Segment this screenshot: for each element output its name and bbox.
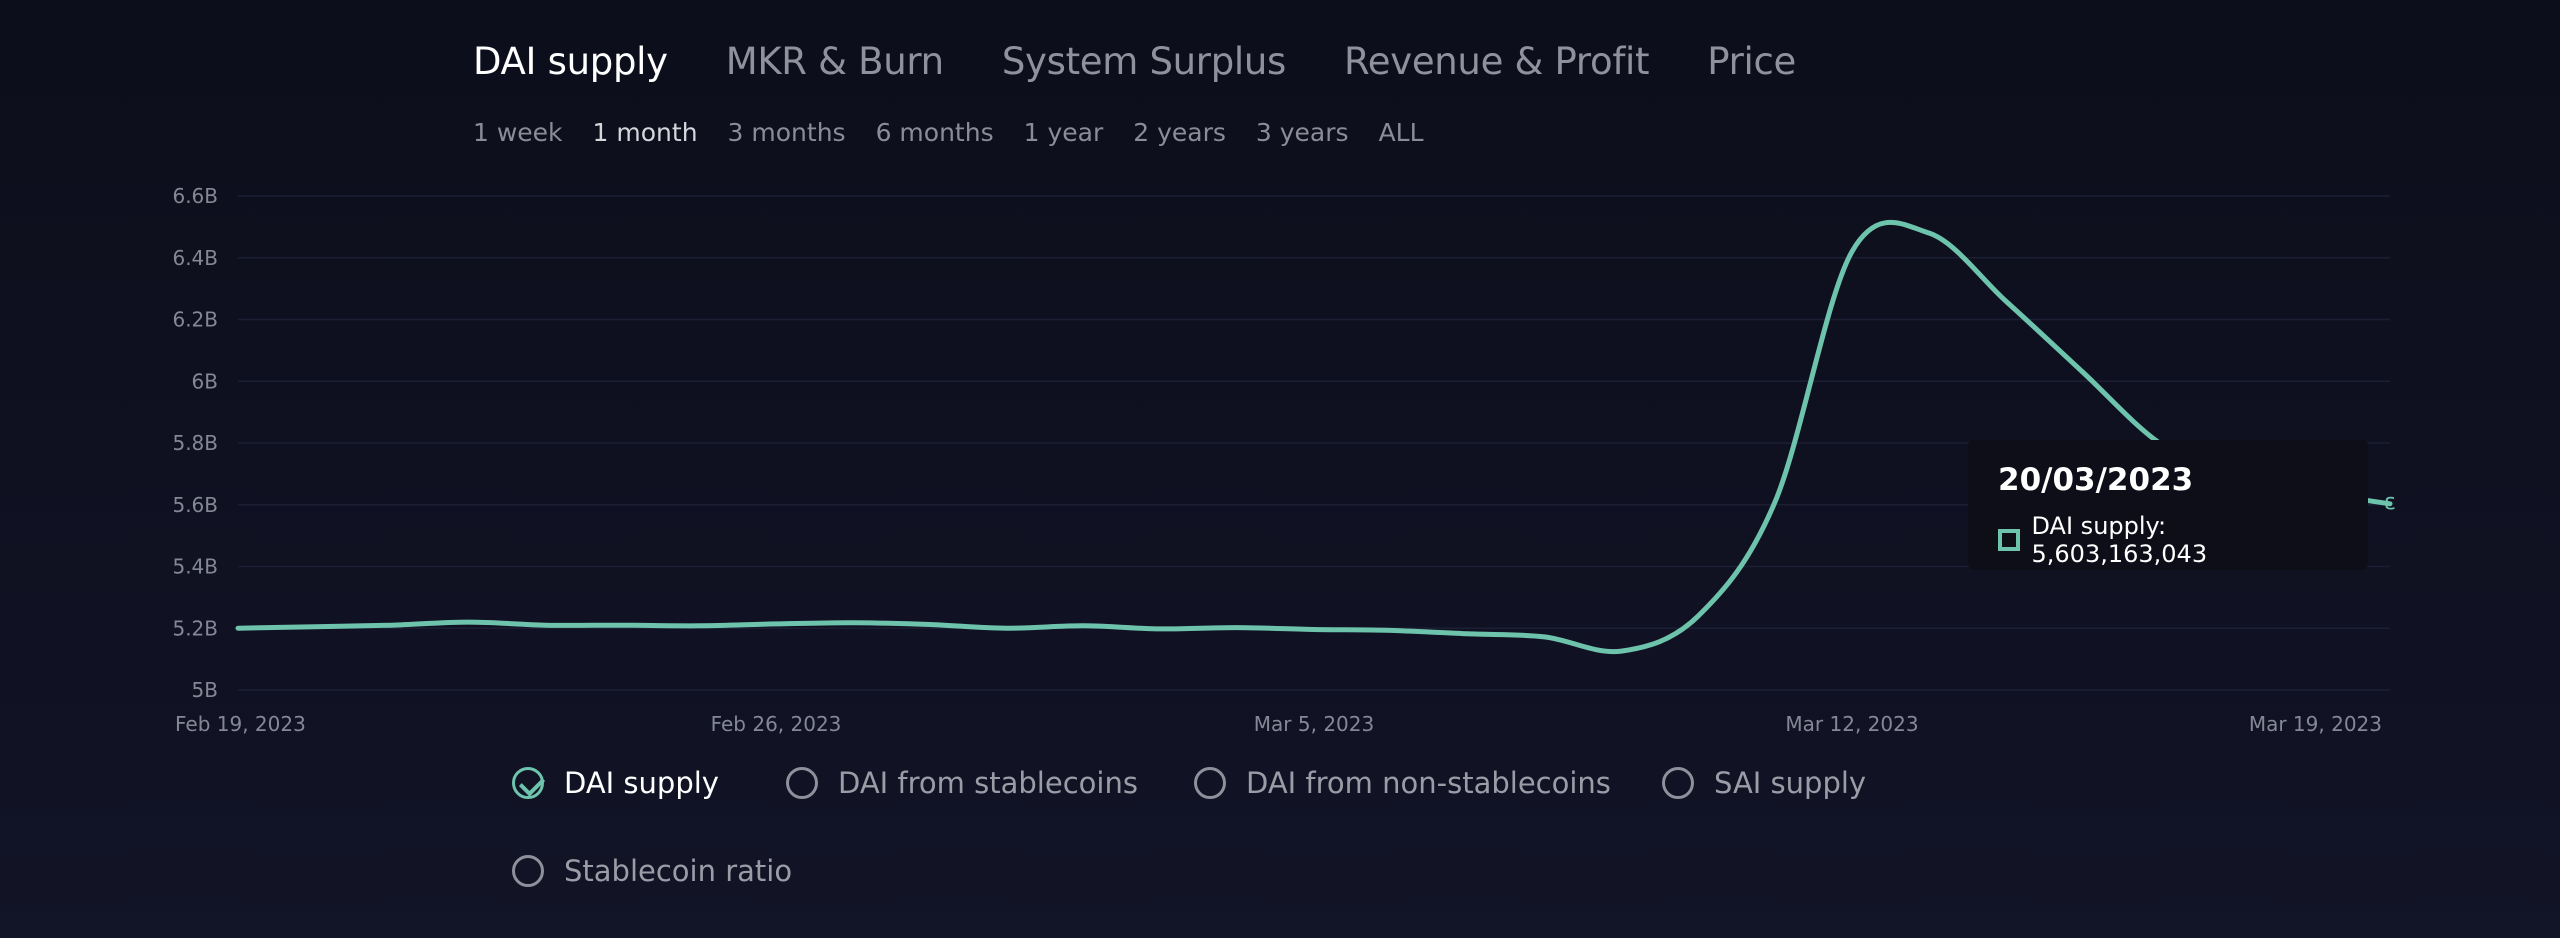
legend-label: SAI supply — [1714, 766, 1867, 800]
y-tick-label: 5B — [192, 678, 218, 702]
legend-dai-supply[interactable]: DAI supply — [512, 766, 719, 800]
legend-label: DAI supply — [564, 766, 719, 800]
y-tick-label: 5.4B — [172, 555, 218, 579]
legend-dai-from-stablecoins[interactable]: DAI from stablecoins — [786, 766, 1138, 800]
y-tick-label: 6.6B — [172, 184, 218, 208]
tab-system-surplus[interactable]: System Surplus — [1001, 40, 1287, 83]
chart-grid — [238, 195, 2390, 691]
radio-circle-icon — [512, 855, 544, 887]
range-6-months[interactable]: 6 months — [875, 118, 994, 147]
range-1-week[interactable]: 1 week — [473, 118, 563, 147]
y-tick-label: 6B — [192, 369, 218, 393]
legend-label: Stablecoin ratio — [564, 854, 793, 888]
legend-label: DAI from stablecoins — [838, 766, 1138, 800]
y-tick-label: 5.8B — [172, 431, 218, 455]
radio-circle-icon — [786, 767, 818, 799]
range-3-months[interactable]: 3 months — [727, 118, 846, 147]
range-1-year[interactable]: 1 year — [1023, 118, 1104, 147]
legend-label: DAI from non-stablecoins — [1246, 766, 1611, 800]
y-tick-label: 6.2B — [172, 308, 218, 332]
x-tick-label: Feb 26, 2023 — [711, 712, 842, 736]
x-tick-label: Mar 19, 2023 — [2249, 712, 2382, 736]
legend-dai-from-non-stablecoins[interactable]: DAI from non-stablecoins — [1194, 766, 1611, 800]
range-1-month[interactable]: 1 month — [592, 118, 698, 147]
radio-circle-icon — [1194, 767, 1226, 799]
y-tick-label: 6.4B — [172, 246, 218, 270]
range-3-years[interactable]: 3 years — [1255, 118, 1349, 147]
series-line-dai-supply — [235, 220, 2393, 655]
range-all[interactable]: ALL — [1378, 118, 1424, 147]
tooltip-value: DAI supply: 5,603,163,043 — [2031, 512, 2208, 568]
chart-tabs: DAI supply MKR & Burn System Surplus Rev… — [473, 40, 1796, 83]
tab-mkr-burn[interactable]: MKR & Burn — [725, 40, 944, 83]
tooltip-swatch — [1998, 529, 2020, 551]
y-axis: 5B 5.2B 5.4B 5.6B 5.8B 6B 6.2B 6.4B 6.6B — [172, 184, 218, 702]
x-tick-label: Mar 5, 2023 — [1254, 712, 1374, 736]
chart-tooltip: 20/03/2023 DAI supply: 5,603,163,043 — [1968, 440, 2368, 570]
tab-revenue-profit[interactable]: Revenue & Profit — [1344, 40, 1650, 83]
x-axis: Feb 19, 2023 Feb 26, 2023 Mar 5, 2023 Mar 1… — [175, 712, 2382, 736]
tab-price[interactable]: Price — [1707, 40, 1797, 83]
legend-stablecoin-ratio[interactable]: Stablecoin ratio — [512, 854, 792, 888]
radio-circle-icon — [1662, 767, 1694, 799]
dai-supply-chart[interactable]: 5B 5.2B 5.4B 5.6B 5.8B 6B 6.2B 6.4B 6.6B Feb 19,… — [0, 0, 2560, 760]
tooltip-date: 20/03/2023 — [1998, 462, 2194, 498]
range-2-years[interactable]: 2 years — [1133, 118, 1226, 147]
legend-sai-supply[interactable]: SAI supply — [1662, 766, 1866, 800]
x-tick-label: Feb 19, 2023 — [175, 712, 306, 736]
tooltip-row: DAI supply: 5,603,163,043 — [1998, 512, 2338, 568]
x-tick-label: Mar 12, 2023 — [1785, 712, 1918, 736]
y-tick-label: 5.2B — [172, 616, 218, 640]
y-tick-label: 5.6B — [172, 493, 218, 517]
cursor-marker-icon: ε — [2384, 490, 2396, 515]
tab-dai-supply[interactable]: DAI supply — [473, 40, 668, 83]
time-range-selector: 1 week 1 month 3 months 6 months 1 year … — [473, 118, 1424, 147]
checked-circle-icon — [512, 767, 546, 799]
